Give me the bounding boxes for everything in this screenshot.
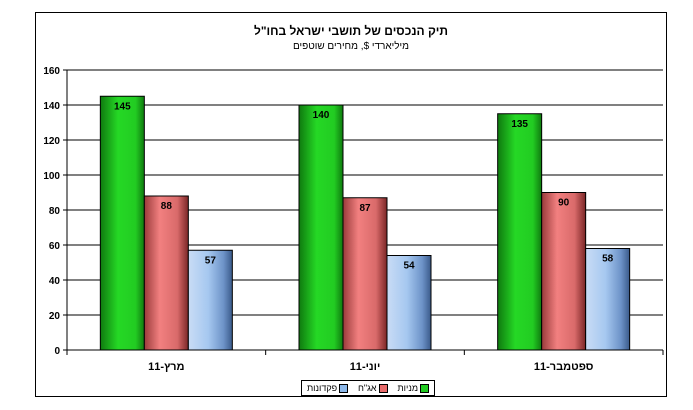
x-tick-label: יוני-11 (350, 361, 381, 373)
y-tick-label: 0 (54, 346, 60, 357)
legend-swatch (378, 383, 388, 393)
bar (99, 95, 145, 351)
legend-swatch (420, 383, 430, 393)
bar (342, 197, 388, 351)
data-label: 58 (602, 254, 614, 265)
data-label: 88 (161, 201, 173, 212)
chart-title: תיק הנכסים של תושבי ישראל בחו"ל (253, 24, 449, 38)
bar (143, 195, 189, 351)
bar (298, 104, 344, 351)
y-tick-label: 60 (49, 241, 61, 252)
legend-item: פקדונות (306, 383, 349, 393)
legend-label: אג"ח (358, 383, 377, 393)
data-label: 90 (558, 198, 570, 209)
bar (497, 113, 543, 351)
data-label: 135 (511, 119, 528, 130)
y-tick-label: 120 (43, 136, 60, 147)
bars (99, 95, 631, 351)
legend-label: פקדונות (306, 383, 338, 393)
bar (585, 248, 631, 351)
bar (541, 192, 587, 351)
y-tick-label: 140 (43, 101, 60, 112)
legend-item: אג"ח (358, 383, 388, 393)
data-label: 140 (313, 110, 330, 121)
labels: 0 20 40 60 80 100 120 140 160 145 88 57 מרץ-11 140 87 5… (43, 66, 613, 373)
chart-subtitle: מיליארדי $, מחירים שוטפים (292, 41, 410, 52)
y-tick-label: 160 (43, 66, 60, 77)
data-label: 57 (205, 255, 217, 266)
y-tick-label: 100 (43, 171, 60, 182)
legend-label: מניות (397, 383, 419, 393)
axes (63, 69, 664, 355)
data-label: 145 (114, 101, 131, 112)
data-label: 54 (403, 261, 415, 272)
legend: מניות אג"ח פקדונות (301, 380, 435, 396)
y-tick-label: 20 (49, 311, 61, 322)
y-tick-label: 80 (49, 206, 61, 217)
x-tick-label: מרץ-11 (148, 361, 184, 373)
legend-item: מניות (397, 383, 430, 393)
bar (187, 249, 233, 351)
x-tick-label: ספטמבר-11 (534, 361, 594, 373)
data-label: 87 (359, 203, 371, 214)
legend-swatch (339, 383, 349, 393)
y-tick-label: 40 (49, 276, 61, 287)
